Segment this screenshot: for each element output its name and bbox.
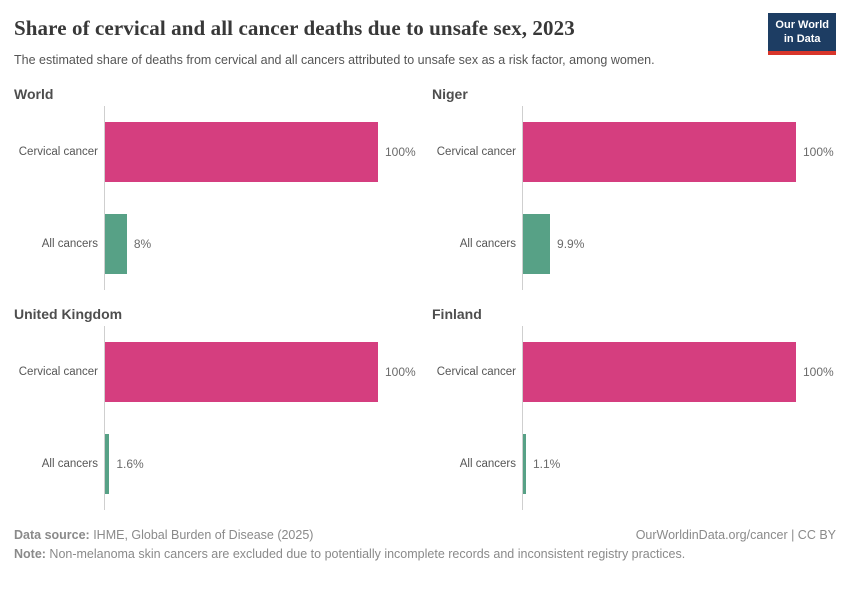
bar-row-all-cancers: All cancers 9.9% <box>432 214 836 274</box>
bar-row-all-cancers: All cancers 1.6% <box>14 434 418 494</box>
credit-link[interactable]: OurWorldinData.org/cancer | CC BY <box>635 528 836 542</box>
chart-subtitle: The estimated share of deaths from cervi… <box>14 53 655 67</box>
owid-logo[interactable]: Our World in Data <box>768 13 836 55</box>
bar-value-label: 100% <box>803 145 834 159</box>
chart-page: Share of cervical and all cancer deaths … <box>14 13 836 564</box>
bar-value-label: 100% <box>803 365 834 379</box>
bar-track: 100% <box>522 122 834 182</box>
panel-finland: Finland Cervical cancer 100% All cancers… <box>432 306 836 510</box>
panel-chart-niger: Cervical cancer 100% All cancers 9.9% <box>432 106 836 290</box>
y-axis-line <box>522 326 523 510</box>
note-line: Note: Non-melanoma skin cancers are excl… <box>14 545 685 564</box>
bar-track: 100% <box>104 342 416 402</box>
y-axis-line <box>104 326 105 510</box>
bar-row-cervical: Cervical cancer 100% <box>14 342 418 402</box>
data-source-line: Data source: IHME, Global Burden of Dise… <box>14 526 313 545</box>
category-label: All cancers <box>459 238 516 250</box>
owid-logo-line1: Our World <box>775 19 829 31</box>
panel-united-kingdom: United Kingdom Cervical cancer 100% All … <box>14 306 418 510</box>
note-label: Note: <box>14 546 46 561</box>
owid-logo-line2: in Data <box>783 33 821 46</box>
panel-title-finland: Finland <box>432 306 482 322</box>
bar-value-label: 1.6% <box>116 457 144 471</box>
y-axis-line <box>104 106 105 290</box>
small-multiples-grid: World Cervical cancer 100% All cancers 8… <box>14 86 836 510</box>
panel-chart-finland: Cervical cancer 100% All cancers 1.1% <box>432 326 836 510</box>
all-cancers-bar[interactable] <box>523 214 551 274</box>
cervical-cancer-bar[interactable] <box>523 342 796 402</box>
all-cancers-bar[interactable] <box>105 434 110 494</box>
data-source-text: IHME, Global Burden of Disease (2025) <box>89 528 314 542</box>
cervical-cancer-bar[interactable] <box>523 122 796 182</box>
bar-row-cervical: Cervical cancer 100% <box>14 122 418 182</box>
bar-track: 1.1% <box>522 434 796 494</box>
panel-world: World Cervical cancer 100% All cancers 8… <box>14 86 418 290</box>
chart-footer: Data source: IHME, Global Burden of Dise… <box>14 526 836 564</box>
category-label: All cancers <box>41 238 98 250</box>
category-label: Cervical cancer <box>436 366 516 378</box>
bar-row-cervical: Cervical cancer 100% <box>432 122 836 182</box>
category-label: Cervical cancer <box>18 146 98 158</box>
cervical-cancer-bar[interactable] <box>105 342 378 402</box>
bar-track: 9.9% <box>522 214 796 274</box>
cervical-cancer-bar[interactable] <box>105 122 378 182</box>
bar-value-label: 100% <box>385 145 416 159</box>
bar-value-label: 8% <box>133 237 152 251</box>
category-label: All cancers <box>41 458 98 470</box>
panel-chart-world: Cervical cancer 100% All cancers 8% <box>14 106 418 290</box>
bar-value-label: 100% <box>385 365 416 379</box>
panel-chart-united-kingdom: Cervical cancer 100% All cancers 1.6% <box>14 326 418 510</box>
bar-track: 100% <box>522 342 834 402</box>
category-label: Cervical cancer <box>18 366 98 378</box>
bar-row-cervical: Cervical cancer 100% <box>432 342 836 402</box>
data-source-label: Data source: <box>14 528 90 542</box>
chart-header: Share of cervical and all cancer deaths … <box>14 13 836 70</box>
panel-niger: Niger Cervical cancer 100% All cancers 9… <box>432 86 836 290</box>
all-cancers-bar[interactable] <box>523 434 526 494</box>
note-text: Non-melanoma skin cancers are excluded d… <box>45 546 686 561</box>
bar-row-all-cancers: All cancers 1.1% <box>432 434 836 494</box>
category-label: Cervical cancer <box>436 146 516 158</box>
category-label: All cancers <box>459 458 516 470</box>
panel-title-niger: Niger <box>432 86 468 102</box>
chart-title: Share of cervical and all cancer deaths … <box>14 16 575 40</box>
all-cancers-bar[interactable] <box>105 214 127 274</box>
bar-track: 8% <box>104 214 378 274</box>
bar-track: 100% <box>104 122 416 182</box>
bar-track: 1.6% <box>104 434 378 494</box>
bar-value-label: 9.9% <box>557 237 585 251</box>
bar-row-all-cancers: All cancers 8% <box>14 214 418 274</box>
y-axis-line <box>522 106 523 290</box>
bar-value-label: 1.1% <box>533 457 561 471</box>
panel-title-world: World <box>14 86 54 102</box>
panel-title-united-kingdom: United Kingdom <box>14 306 123 322</box>
